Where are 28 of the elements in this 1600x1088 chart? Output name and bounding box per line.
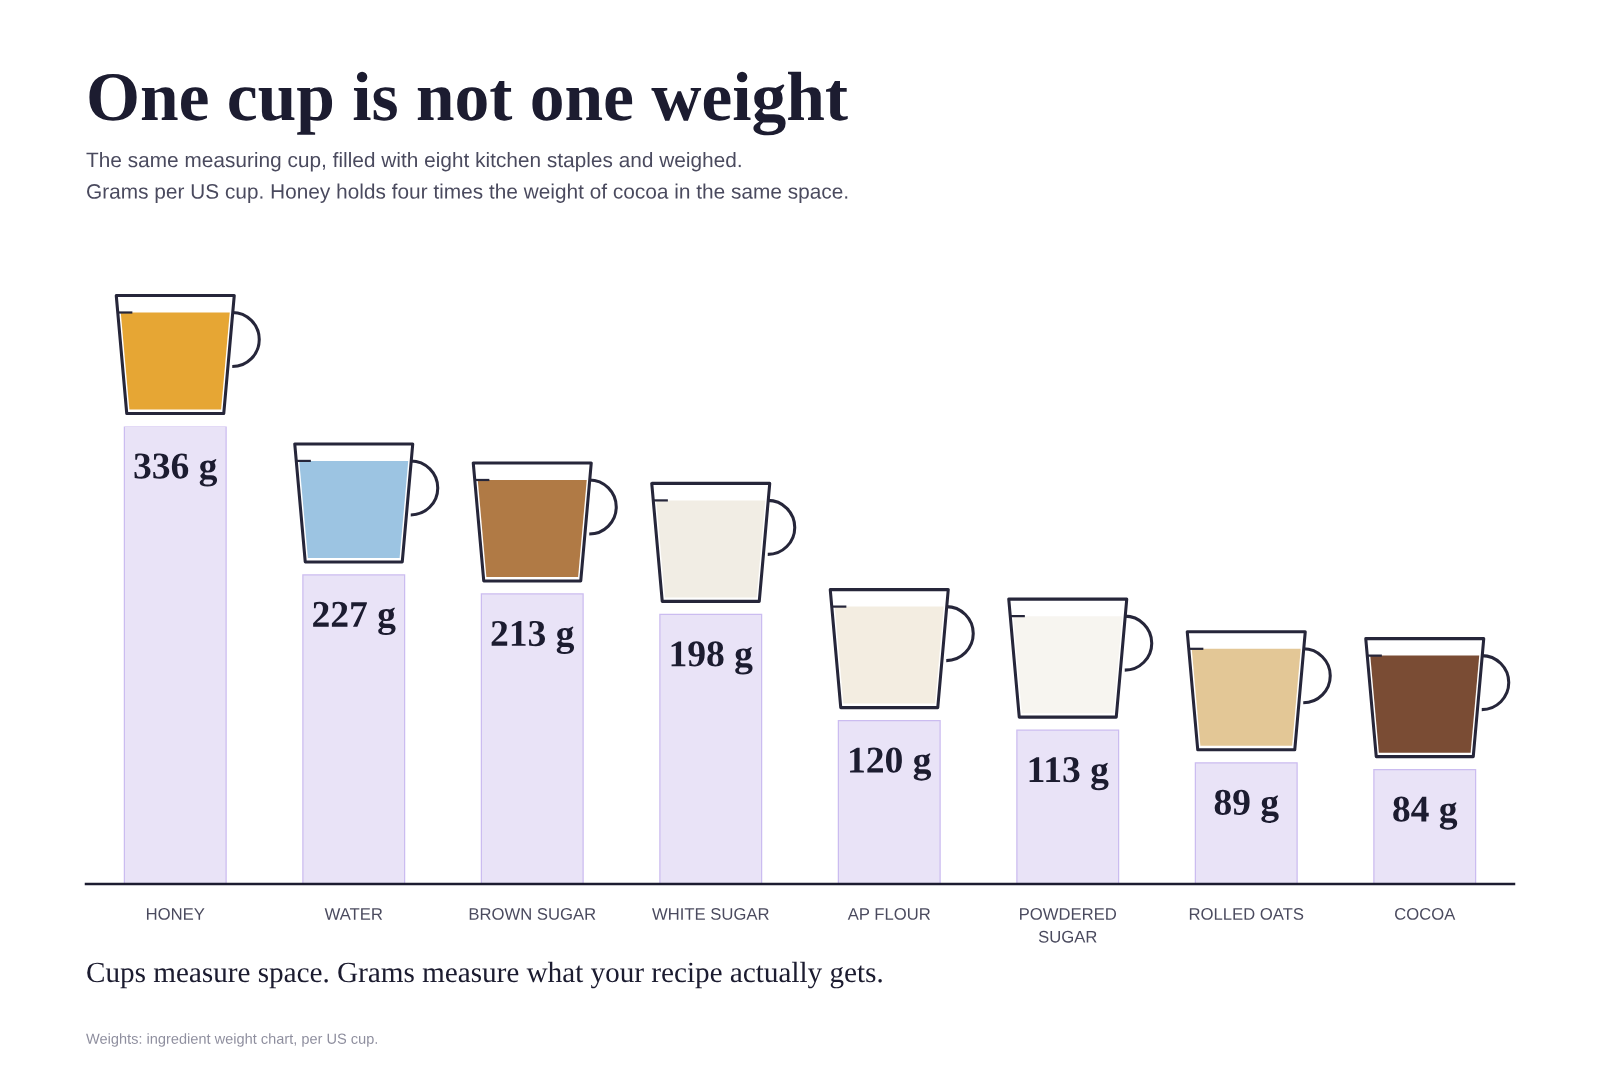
bar	[302, 574, 406, 884]
chart-title: One cup is not one weight	[89, 71, 848, 136]
data-label: 336 g	[134, 453, 218, 487]
x-tick-label: AP FLOUR	[847, 908, 931, 920]
bar	[1016, 729, 1120, 884]
data-label: 89 g	[1214, 789, 1279, 823]
x-tick-label: BROWN SUGAR	[469, 908, 596, 920]
x-tick-label: HONEY	[146, 908, 205, 920]
data-label: 198 g	[671, 641, 753, 675]
x-tick-label: WHITE SUGAR	[652, 908, 769, 920]
x-tick-label: POWDERED SUGAR	[1020, 908, 1117, 943]
bar	[123, 426, 227, 884]
bar	[837, 719, 941, 884]
text: Weights: ingredient weight chart, per US cup.	[86, 1033, 378, 1047]
x-tick-label: ROLLED OATS	[1189, 908, 1304, 920]
bar	[659, 613, 763, 884]
chart-subtitle: The same measuring cup, filled with eight kitchen staples and weighed. Grams per US cup. Honey holds four times the weight of cocoa in the same space.	[86, 152, 848, 203]
data-label: 120 g	[850, 747, 932, 781]
data-label: 84 g	[1393, 796, 1458, 830]
x-tick-label: WATER	[324, 908, 383, 920]
data-label: 113 g	[1029, 757, 1109, 791]
bar	[1194, 762, 1298, 884]
data-label: 227 g	[313, 601, 396, 635]
bar	[480, 593, 584, 884]
bar	[1373, 769, 1477, 884]
text: Cups measure space. Grams measure what your recipe actually gets.	[87, 961, 882, 989]
data-label: 213 g	[491, 620, 575, 655]
x-tick-label: COCOA	[1395, 908, 1456, 920]
